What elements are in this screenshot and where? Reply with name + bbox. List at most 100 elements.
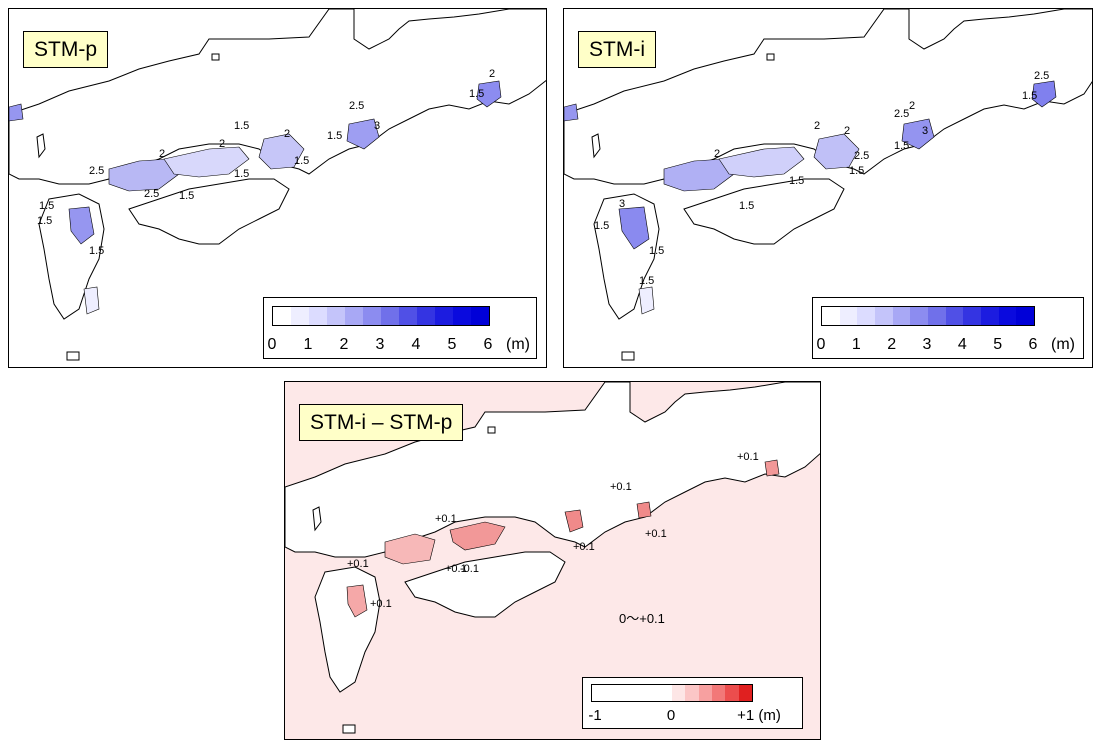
legend-tick-label: 4	[411, 336, 421, 353]
legend-color-swatch	[399, 307, 417, 325]
legend-unit-label: (m)	[1051, 336, 1075, 353]
legend-unit-label: (m)	[506, 336, 530, 353]
shikoku-outline	[404, 551, 566, 618]
island	[312, 506, 322, 532]
contour-label: 2	[909, 100, 915, 112]
contour-label: +0.1	[645, 528, 667, 540]
shikoku-outline	[128, 178, 290, 245]
contour-label: 1.5	[234, 168, 249, 180]
map-svg: +0.1 +0.1 +0.1 +0.1 +0.1 -0.1 +0.1 +0.1 …	[285, 382, 820, 734]
legend-color-swatch	[685, 685, 699, 701]
legend-color-swatch	[725, 685, 739, 701]
inundation-area	[638, 286, 655, 315]
contour-label: 1.5	[39, 200, 54, 212]
contour-label: 2	[714, 148, 720, 160]
legend-color-swatch	[981, 307, 999, 325]
contour-label: 3	[922, 125, 928, 137]
contour-label: +0.1	[435, 513, 457, 525]
contour-label: 2.5	[894, 108, 909, 120]
legend-color-swatch	[822, 307, 840, 325]
legend-tick-label: 5	[447, 336, 457, 353]
contour-label: 2	[159, 148, 165, 160]
map-svg: 2.5 1.5 2 1.5 2 1.5 2 1.5 2.5 3 1.5 1.5 …	[9, 9, 546, 361]
map-panel-stm-i: 2.5 1.5 2 2.5 3 1.5 2 2 2.5 1.5 1.5 2 3 …	[563, 8, 1093, 368]
contour-label: +0.1	[347, 558, 369, 570]
contour-label: +0.1	[610, 481, 632, 493]
contour-label: 2	[219, 138, 225, 150]
legend-color-swatch	[1016, 307, 1035, 325]
difference-area	[636, 501, 652, 519]
inundation-area	[564, 103, 579, 122]
inundation-area	[258, 133, 305, 170]
legend-color-swatch	[963, 307, 982, 325]
inundation-area	[346, 118, 380, 150]
legend-color-swatch	[875, 307, 893, 325]
legend-tick-label: 3	[922, 336, 932, 353]
map-panel-difference: +0.1 +0.1 +0.1 +0.1 +0.1 -0.1 +0.1 +0.1 …	[284, 381, 821, 740]
difference-area	[384, 533, 436, 565]
legend-color-ramp	[272, 306, 490, 326]
inundation-area	[83, 286, 100, 315]
inundation-area	[718, 146, 805, 178]
contour-label: 2	[814, 120, 820, 132]
legend-color-swatch	[839, 307, 858, 325]
legend-color-swatch	[592, 685, 672, 701]
legend-color-swatch	[892, 307, 911, 325]
panel-title: STM-i – STM-p	[299, 404, 464, 441]
contour-label: 3	[619, 198, 625, 210]
color-legend: -1 0 +1 (m)	[582, 677, 803, 729]
legend-color-swatch	[345, 307, 363, 325]
island	[211, 53, 220, 61]
inundation-area	[476, 80, 502, 108]
legend-tick-label: +1 (m)	[737, 707, 781, 724]
contour-label: 1.5	[469, 88, 484, 100]
legend-tick-label: 0	[666, 707, 676, 724]
contour-label: 2	[844, 125, 850, 137]
contour-label: 2	[489, 68, 495, 80]
kyushu-outline	[314, 566, 381, 693]
contour-label: 1.5	[234, 120, 249, 132]
contour-label: 1.5	[294, 155, 309, 167]
inundation-area	[163, 146, 250, 178]
contour-label: +0.1	[445, 563, 467, 575]
legend-color-swatch	[273, 307, 291, 325]
color-legend: 0 1 2 3 4 5 6 (m)	[812, 297, 1084, 359]
contour-label: 1.5	[89, 245, 104, 257]
contour-label: 1.5	[639, 275, 654, 287]
legend-color-swatch	[417, 307, 435, 325]
contour-label: 3	[374, 120, 380, 132]
legend-color-swatch	[711, 685, 726, 701]
panel-title: STM-i	[578, 31, 656, 68]
difference-area	[346, 584, 368, 618]
contour-label: 2.5	[854, 150, 869, 162]
legend-color-swatch	[672, 685, 686, 701]
legend-tick-label: 0	[267, 336, 277, 353]
island	[766, 53, 775, 61]
inundation-area	[9, 103, 24, 122]
island	[342, 724, 356, 734]
contour-label: 1.5	[789, 175, 804, 187]
legend-color-swatch	[945, 307, 964, 325]
island	[66, 351, 80, 361]
legend-color-swatch	[309, 307, 327, 325]
map-svg: 2.5 1.5 2 2.5 3 1.5 2 2 2.5 1.5 1.5 2 3 …	[564, 9, 1092, 361]
legend-color-swatch	[928, 307, 946, 325]
inundation-area	[663, 158, 735, 192]
inundation-area	[813, 133, 860, 170]
contour-label: 2	[284, 128, 290, 140]
island	[487, 426, 496, 434]
panel-title: STM-p	[23, 31, 108, 68]
contour-label: 1.5	[849, 165, 864, 177]
difference-area	[449, 521, 506, 551]
island	[36, 133, 46, 159]
contour-label: 2.5	[349, 100, 364, 112]
color-legend: 0 1 2 3 4 5 6 (m)	[263, 297, 537, 359]
difference-area	[764, 459, 780, 477]
legend-tick-label: 5	[993, 336, 1003, 353]
contour-label: 1.5	[37, 215, 52, 227]
contour-label: 2.5	[1034, 70, 1049, 82]
legend-tick-label: 6	[1028, 336, 1038, 353]
inundation-area	[68, 206, 95, 245]
legend-color-swatch	[291, 307, 309, 325]
legend-color-swatch	[453, 307, 471, 325]
